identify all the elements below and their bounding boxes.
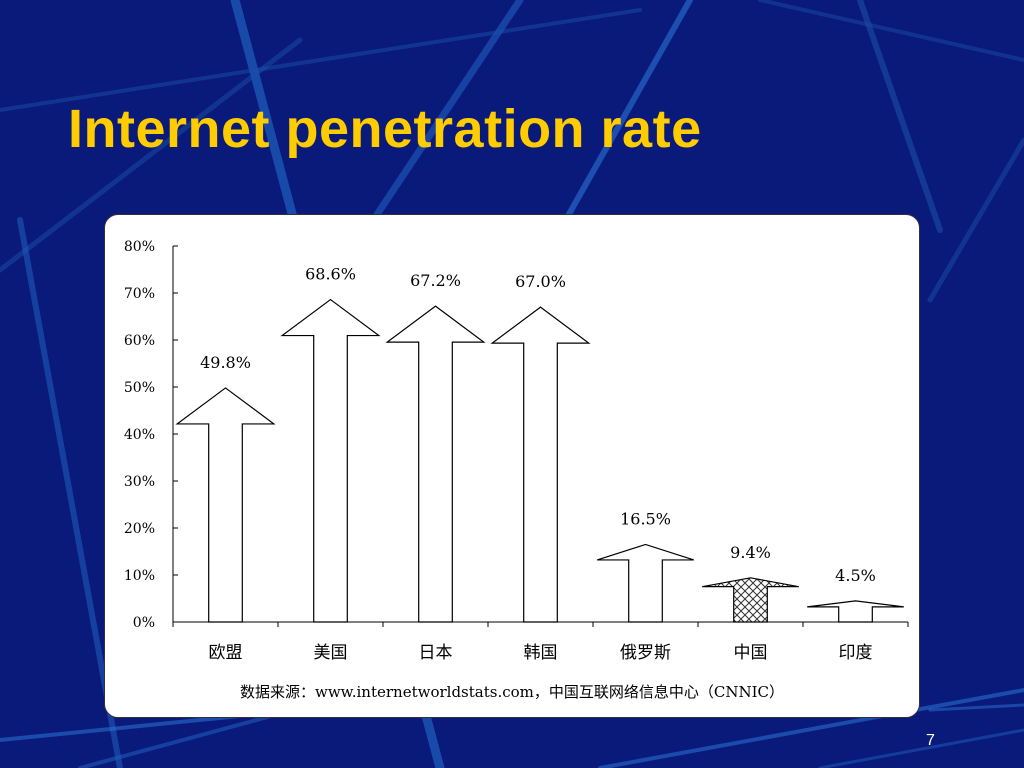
arrow-bar: [280, 298, 381, 623]
category-label: 中国: [734, 643, 768, 663]
bar-chart: 0% 10% 20% 30% 40% 50% 60% 70% 80% 49.8% 欧盟 68.6% 美国…: [124, 239, 909, 663]
category-label: 欧盟: [209, 643, 243, 663]
arrow-bar: [702, 577, 799, 623]
category-label: 韩国: [524, 643, 558, 663]
data-label: 9.4%: [730, 543, 771, 562]
page-number: 7: [926, 732, 935, 749]
arrow-bar: [807, 600, 904, 623]
source-note: 数据来源：www.internetworldstats.com，中国互联网络信息…: [240, 683, 784, 701]
y-tick-label: 40%: [124, 427, 155, 443]
category-label: 日本: [419, 643, 453, 663]
chart-panel: 0% 10% 20% 30% 40% 50% 60% 70% 80% 49.8% 欧盟 68.6% 美国…: [104, 214, 920, 718]
y-tick-label: 30%: [124, 474, 155, 490]
category-label: 美国: [314, 643, 348, 663]
arrow-bar: [175, 387, 276, 623]
arrow-bar: [490, 306, 591, 623]
data-label: 67.2%: [410, 271, 461, 290]
data-label: 67.0%: [515, 272, 566, 291]
data-label: 16.5%: [620, 509, 671, 528]
data-label: 68.6%: [305, 265, 356, 284]
y-tick-label: 20%: [124, 521, 155, 537]
category-label: 俄罗斯: [620, 643, 671, 663]
arrow-bar: [597, 543, 694, 623]
data-label: 49.8%: [200, 353, 251, 372]
category-label: 印度: [839, 643, 873, 663]
y-tick-label: 0%: [133, 615, 155, 631]
y-tick-label: 10%: [124, 568, 155, 584]
data-label: 4.5%: [835, 566, 876, 585]
slide-title: Internet penetration rate: [68, 99, 702, 159]
arrow-bar: [385, 305, 486, 623]
y-tick-label: 60%: [124, 333, 155, 349]
y-tick-label: 70%: [124, 286, 155, 302]
y-tick-label: 80%: [124, 239, 155, 255]
y-tick-label: 50%: [124, 380, 155, 396]
